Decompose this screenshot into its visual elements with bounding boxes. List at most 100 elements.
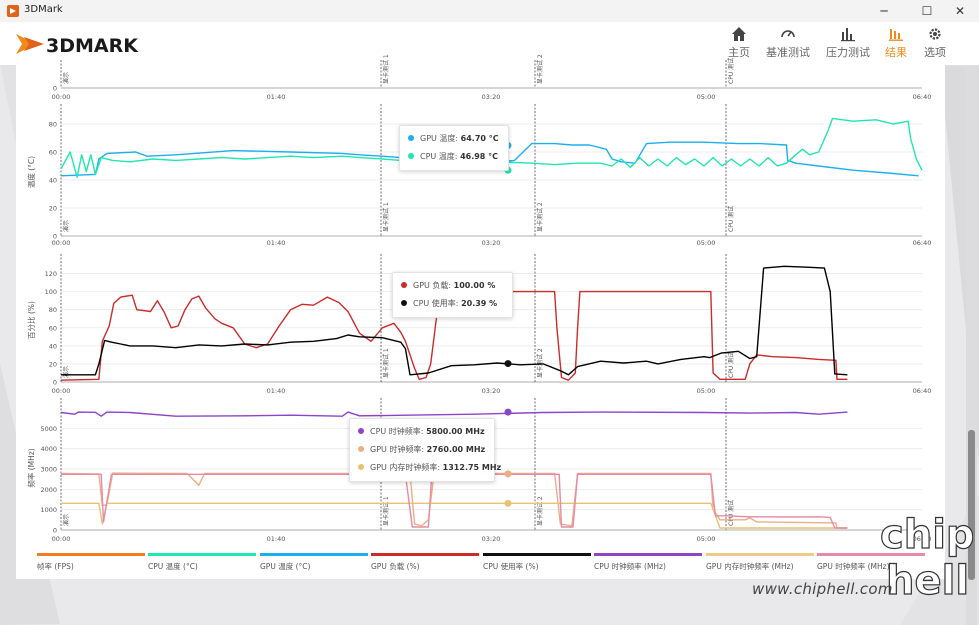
scrollbar-track[interactable]	[966, 65, 977, 625]
series-line	[60, 117, 923, 178]
speedometer-icon	[781, 30, 795, 38]
window-title: 3DMark	[24, 4, 63, 15]
nav-home[interactable]: 主页	[715, 26, 763, 60]
phase-marker-label: 显卡测试 2	[536, 496, 544, 526]
x-tick-label: 06:40	[913, 535, 932, 543]
watermark-url: www.chiphell.com	[752, 580, 893, 598]
y-tick-label: 0	[53, 527, 57, 535]
hover-point	[504, 499, 512, 507]
x-tick-label: 00:00	[52, 93, 71, 101]
x-tick-label: 06:40	[913, 387, 932, 395]
tooltip-label: CPU 温度:	[420, 152, 458, 161]
y-tick-label: 40	[49, 177, 57, 185]
home-icon	[732, 27, 746, 41]
legend-item[interactable]: CPU 使用率 (%)	[483, 553, 591, 573]
phase-marker-label: 演示	[62, 220, 70, 232]
tooltip-frequency: CPU 时钟频率: 5800.00 MHz GPU 时钟频率: 2760.00 …	[349, 418, 501, 482]
x-tick-label: 06:40	[913, 93, 932, 101]
phase-marker-label: 显卡测试 1	[382, 496, 390, 526]
legend-item[interactable]: GPU 时钟频率 (MHz)	[817, 553, 925, 573]
series-line	[60, 290, 848, 381]
y-axis-label: 百分比 (%)	[26, 301, 36, 339]
hover-point	[504, 470, 512, 478]
y-tick-label: 20	[49, 205, 57, 213]
phase-marker-label: 显卡测试 1	[382, 202, 390, 232]
x-tick-label: 03:20	[482, 239, 501, 247]
gpu-clock-dot	[358, 446, 364, 452]
tooltip-value: 100.00 %	[453, 281, 496, 290]
app-icon	[7, 5, 19, 17]
phase-marker-label: 演示	[62, 366, 70, 378]
nav-benchmarks[interactable]: 基准测试	[764, 26, 812, 60]
tooltip-row: CPU 时钟频率: 5800.00 MHz	[358, 423, 486, 441]
chiphell-logo: chip hell	[879, 511, 973, 604]
y-tick-label: 60	[49, 324, 57, 332]
phase-marker-label: 显卡测试 1	[382, 348, 390, 378]
phase-marker-label: CPU 测试	[727, 206, 735, 232]
x-tick-label: 03:20	[482, 93, 501, 101]
x-tick-label: 01:40	[267, 387, 286, 395]
tooltip-row: GPU 内存时钟频率: 1312.75 MHz	[358, 459, 501, 477]
nav-label: 结果	[885, 46, 907, 59]
x-tick-label: 01:40	[267, 535, 286, 543]
tooltip-label: GPU 内存时钟频率:	[370, 463, 441, 472]
phase-marker-label: 显卡测试 2	[536, 54, 544, 84]
tooltip-load: GPU 负载: 100.00 % CPU 使用率: 20.39 %	[392, 272, 513, 318]
x-tick-label: 03:20	[482, 535, 501, 543]
gear-icon	[929, 28, 941, 40]
tooltip-value: 2760.00 MHz	[426, 445, 486, 454]
phase-marker-label: 演示	[62, 72, 70, 84]
tooltip-row: CPU 使用率: 20.39 %	[401, 295, 504, 313]
series-line	[61, 502, 848, 529]
phase-marker-label: 显卡测试 2	[536, 202, 544, 232]
legend-item[interactable]: CPU 时钟频率 (MHz)	[594, 553, 702, 573]
tooltip-label: CPU 时钟频率:	[370, 427, 424, 436]
x-tick-label: 01:40	[267, 93, 286, 101]
legend-item[interactable]: 帧率 (FPS)	[37, 553, 145, 573]
nav-label: 基准测试	[766, 46, 810, 59]
scrollbar-thumb[interactable]	[968, 430, 975, 580]
series-line	[61, 265, 848, 376]
svg-text:chip: chip	[880, 512, 973, 558]
phase-marker-label: CPU 测试	[727, 58, 735, 84]
x-tick-label: 00:00	[52, 535, 71, 543]
gpu-load-dot	[401, 282, 407, 288]
y-axis-label: 频率 (MHz)	[26, 448, 36, 487]
cpu-clock-dot	[358, 428, 364, 434]
legend-item[interactable]: GPU 内存时钟频率 (MHz)	[706, 553, 814, 573]
bar-chart-icon	[841, 28, 855, 42]
y-tick-label: 2000	[40, 486, 57, 494]
y-tick-label: 20	[49, 360, 57, 368]
logo-text: 3DMARK	[46, 35, 139, 57]
svg-text:hell: hell	[886, 558, 969, 604]
phase-marker-label: CPU 测试	[727, 352, 735, 378]
phase-marker-label: 显卡测试 2	[536, 348, 544, 378]
3dmark-logo[interactable]: 3DMARK	[14, 28, 164, 60]
tooltip-value: 20.39 %	[461, 299, 498, 308]
maximize-button[interactable]: ☐	[921, 4, 933, 18]
y-tick-label: 60	[49, 149, 57, 157]
tooltip-label: GPU 温度:	[420, 134, 459, 143]
gpu-temp-dot	[408, 135, 414, 141]
minimize-button[interactable]: ─	[880, 4, 888, 18]
y-tick-label: 4000	[40, 445, 57, 453]
x-tick-label: 05:00	[697, 93, 716, 101]
legend-item[interactable]: GPU 温度 (°C)	[260, 553, 368, 573]
hover-point	[504, 408, 512, 416]
legend-item[interactable]: CPU 温度 (°C)	[148, 553, 256, 573]
x-tick-label: 05:00	[697, 239, 716, 247]
close-button[interactable]: ✕	[954, 4, 966, 18]
legend-item[interactable]: GPU 负载 (%)	[371, 553, 479, 573]
y-axis-label: 温度 (°C)	[26, 156, 36, 188]
y-tick-label: 120	[45, 270, 57, 278]
y-tick-label: 100	[45, 288, 57, 296]
tooltip-row: GPU 负载: 100.00 %	[401, 277, 504, 295]
nav-results[interactable]: 结果	[872, 26, 920, 60]
nav-stress-tests[interactable]: 压力测试	[824, 26, 872, 60]
nav-options[interactable]: 选项	[911, 26, 959, 60]
tooltip-row: GPU 温度: 64.70 °C	[408, 130, 500, 148]
gpu-mem-clock-dot	[358, 464, 364, 470]
x-tick-label: 00:00	[52, 387, 71, 395]
series-line	[61, 473, 848, 529]
